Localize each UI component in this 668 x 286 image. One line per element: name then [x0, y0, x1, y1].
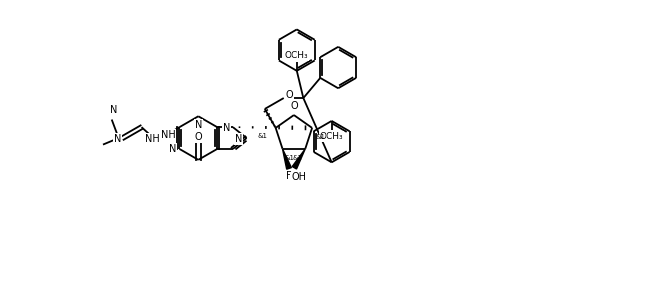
Text: N: N: [194, 120, 202, 130]
Text: N: N: [169, 144, 176, 154]
Text: N: N: [169, 144, 176, 154]
Text: &1: &1: [293, 155, 303, 161]
Polygon shape: [292, 149, 305, 169]
Text: F: F: [286, 171, 291, 181]
Text: N: N: [114, 134, 122, 144]
Text: OCH₃: OCH₃: [285, 51, 309, 60]
Text: &1: &1: [258, 133, 268, 139]
Text: O: O: [194, 132, 202, 142]
Text: N: N: [222, 123, 230, 133]
Text: NH: NH: [145, 134, 160, 144]
Polygon shape: [283, 149, 291, 169]
Text: O: O: [286, 90, 293, 100]
Text: OCH₃: OCH₃: [320, 132, 343, 141]
Text: N: N: [235, 134, 242, 144]
Text: N: N: [110, 105, 118, 115]
Text: &1: &1: [285, 155, 295, 161]
Text: &1: &1: [315, 134, 325, 140]
Text: O: O: [290, 101, 298, 111]
Text: NH: NH: [161, 130, 176, 140]
Text: OH: OH: [291, 172, 306, 182]
